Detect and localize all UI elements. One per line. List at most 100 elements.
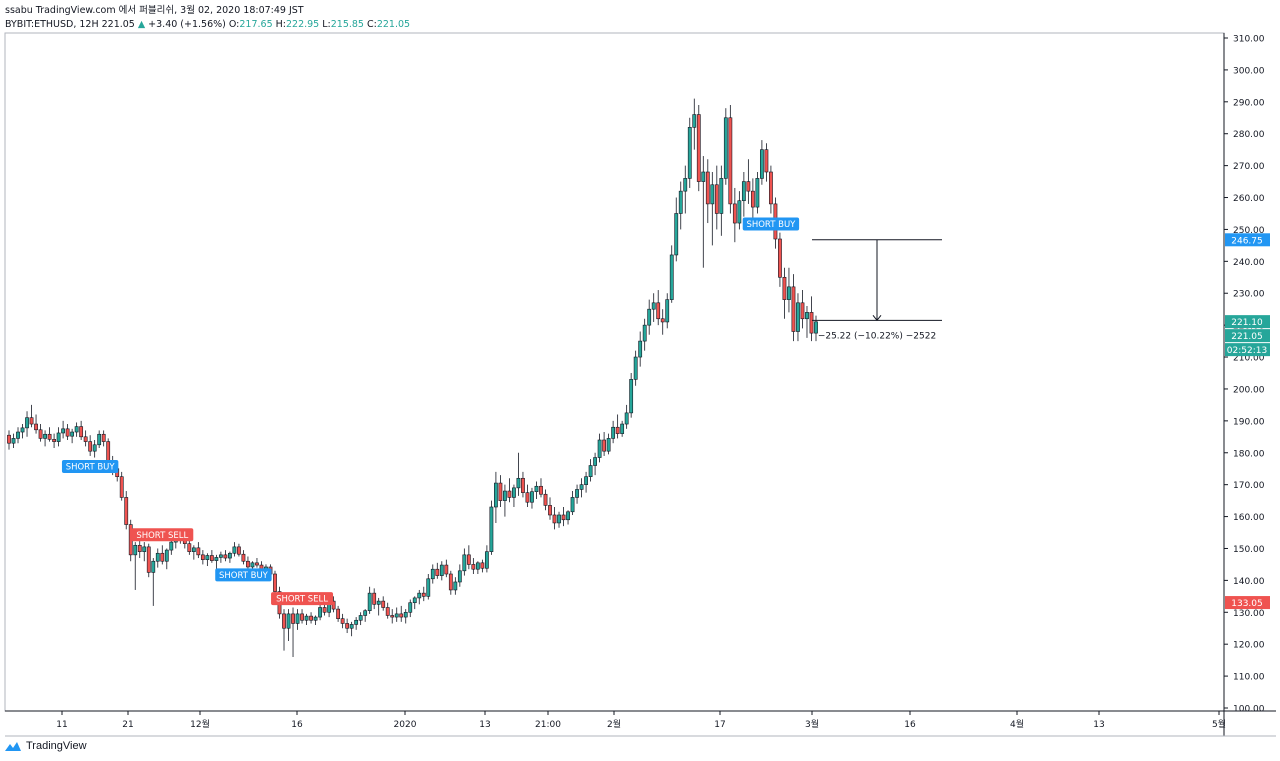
candle-body bbox=[521, 477, 525, 493]
candle-body bbox=[475, 562, 480, 570]
change-arrow-icon: ▲ bbox=[137, 19, 146, 30]
candle-body bbox=[124, 497, 129, 525]
candle-body bbox=[83, 436, 88, 442]
x-tick-label: 16 bbox=[291, 720, 303, 730]
candle-body bbox=[119, 476, 124, 498]
signal-label: SHORT BUY bbox=[219, 571, 269, 581]
candle-body bbox=[512, 487, 516, 498]
short-sell-signal: SHORT SELL bbox=[131, 528, 194, 542]
candle-body bbox=[575, 489, 579, 498]
candle-body bbox=[489, 506, 494, 552]
short-buy-signal: SHORT BUY bbox=[61, 459, 119, 473]
candle-body bbox=[7, 434, 11, 444]
y-tick-label: 110.00 bbox=[1233, 673, 1265, 683]
y-tick-label: 140.00 bbox=[1233, 577, 1265, 587]
brand[interactable]: TradingView bbox=[4, 740, 87, 752]
candle-body bbox=[385, 607, 390, 616]
candle-body bbox=[291, 613, 295, 624]
x-tick-label: 2020 bbox=[394, 720, 417, 730]
candle-body bbox=[214, 557, 219, 561]
candle-body bbox=[759, 149, 764, 179]
price-tag: 246.75 bbox=[1225, 233, 1270, 247]
candle-body bbox=[692, 114, 697, 128]
candle-body bbox=[246, 560, 250, 568]
candle-body bbox=[363, 610, 368, 616]
candle-body bbox=[588, 465, 593, 477]
y-tick-label: 150.00 bbox=[1233, 545, 1265, 555]
candle-body bbox=[732, 203, 737, 224]
y-tick-label: 100.00 bbox=[1233, 705, 1265, 715]
candle-body bbox=[426, 578, 431, 597]
close-value: 221.05 bbox=[376, 19, 411, 30]
candle-body bbox=[390, 615, 395, 618]
candle-body bbox=[137, 544, 142, 552]
candle-body bbox=[746, 181, 751, 192]
candle-body bbox=[169, 541, 174, 551]
y-tick-label: 160.00 bbox=[1233, 513, 1265, 523]
candle-body bbox=[548, 505, 552, 516]
candle-body bbox=[696, 114, 701, 182]
short-buy-signal: SHORT BUY bbox=[742, 217, 800, 231]
y-tick-label: 240.00 bbox=[1233, 258, 1265, 268]
y-tick-label: 200.00 bbox=[1233, 385, 1265, 395]
candle-body bbox=[142, 546, 147, 552]
candle-body bbox=[737, 200, 742, 224]
candle-body bbox=[11, 438, 16, 444]
price-tag-bg bbox=[1225, 343, 1270, 357]
candle-body bbox=[273, 573, 277, 592]
candle-body bbox=[624, 412, 629, 425]
candle-body bbox=[160, 552, 165, 562]
candle-body bbox=[471, 564, 476, 570]
candle-body bbox=[74, 426, 79, 433]
candle-body bbox=[38, 429, 43, 439]
candle-body bbox=[20, 427, 25, 433]
price-tag: 02:52:13 bbox=[1225, 343, 1270, 357]
candle-body bbox=[466, 554, 471, 565]
plot-frame bbox=[4, 32, 1225, 712]
candle-body bbox=[647, 308, 652, 326]
candle-body bbox=[286, 613, 291, 629]
candle-body bbox=[237, 546, 241, 555]
candle-body bbox=[602, 439, 607, 452]
candle-body bbox=[412, 597, 417, 604]
price-tag-label: 02:52:13 bbox=[1227, 346, 1267, 356]
x-tick-label: 17 bbox=[714, 720, 725, 730]
price-tag: 221.05 bbox=[1225, 329, 1270, 343]
candle-body bbox=[457, 570, 462, 583]
x-tick-label: 16 bbox=[904, 720, 916, 730]
candle-body bbox=[313, 616, 318, 621]
symbol-label[interactable]: BYBIT:ETHUSD, 12H bbox=[5, 19, 99, 30]
candle-body bbox=[155, 552, 160, 562]
open-label: O: bbox=[228, 19, 240, 30]
candle-body bbox=[570, 497, 575, 513]
candle-body bbox=[814, 321, 818, 334]
candle-body bbox=[669, 254, 674, 300]
candle-body bbox=[200, 554, 205, 560]
signal-badge bbox=[61, 459, 119, 473]
candle-body bbox=[367, 592, 372, 611]
y-tick-label: 230.00 bbox=[1233, 290, 1265, 300]
candle-body bbox=[701, 171, 706, 182]
candle-body bbox=[638, 340, 643, 358]
candle-body bbox=[394, 613, 399, 618]
candle-body bbox=[796, 302, 800, 332]
candle-body bbox=[430, 568, 435, 580]
candle-body bbox=[421, 592, 426, 597]
candle-body bbox=[295, 613, 300, 624]
candle-body bbox=[381, 600, 386, 608]
candle-body bbox=[782, 276, 787, 300]
x-tick-label: 5월 bbox=[1212, 718, 1226, 730]
price-tag-label: 133.05 bbox=[1231, 599, 1263, 609]
candle-body bbox=[723, 117, 728, 179]
candle-body bbox=[769, 171, 773, 205]
candle-body bbox=[92, 444, 97, 452]
candle-body bbox=[611, 426, 616, 439]
candle-body bbox=[453, 581, 458, 591]
measure-label: −25.22 (−10.22%) −2522 bbox=[818, 331, 936, 341]
x-tick-label: 12월 bbox=[190, 718, 210, 730]
candle-body bbox=[516, 477, 521, 489]
candle-body bbox=[354, 619, 359, 625]
candle-body bbox=[566, 511, 570, 521]
candle-body bbox=[331, 600, 336, 610]
